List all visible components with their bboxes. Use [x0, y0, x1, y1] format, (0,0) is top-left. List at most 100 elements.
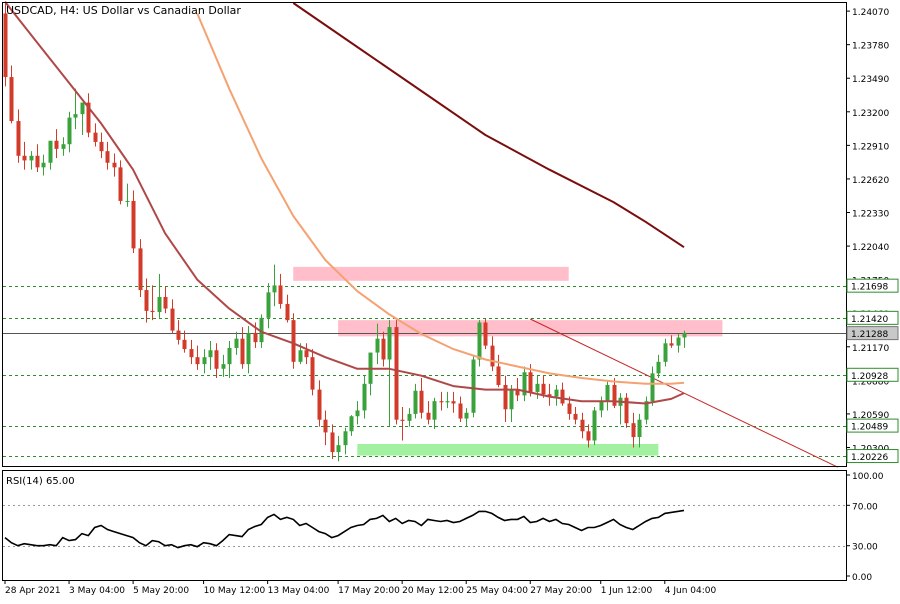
rsi-label: RSI(14) 65.00 — [6, 476, 75, 487]
candle-body — [451, 401, 456, 404]
candle — [29, 151, 34, 170]
candle — [22, 141, 27, 170]
candle — [80, 102, 85, 135]
zone-support[interactable] — [357, 444, 659, 456]
candle — [355, 401, 360, 425]
candle — [138, 239, 143, 298]
candle — [381, 331, 386, 367]
price-label-box: 1.20489 — [846, 418, 899, 433]
candle — [99, 132, 104, 159]
candle — [176, 320, 181, 345]
candle — [73, 88, 78, 130]
candle — [586, 424, 591, 448]
candle — [509, 384, 514, 423]
candle — [669, 335, 674, 348]
candle-body — [16, 121, 21, 156]
candle — [477, 320, 482, 367]
candle — [573, 406, 578, 425]
price-tick-label: 1.22620 — [852, 176, 889, 186]
ma-fast-line — [4, 1, 685, 405]
candle — [535, 375, 540, 399]
trendline-group[interactable] — [530, 318, 838, 468]
candle-body — [304, 350, 309, 358]
candle — [234, 331, 239, 355]
candle-body — [349, 416, 354, 432]
candle-body — [41, 162, 46, 168]
price-label-box: 1.21288 — [846, 326, 899, 341]
candle-body — [80, 102, 85, 115]
rsi-axis: 100.00 70.00 30.00 0.00 — [846, 472, 884, 583]
candle-body — [285, 303, 290, 321]
candle-body — [73, 114, 78, 118]
candle — [317, 380, 322, 427]
candle-body — [138, 248, 143, 291]
price-label-bg — [846, 278, 899, 293]
candle — [285, 294, 290, 323]
candle-body — [163, 297, 168, 309]
candle-body — [310, 357, 315, 390]
candle — [445, 391, 450, 409]
candle — [400, 406, 405, 441]
candle — [240, 327, 245, 369]
candle — [266, 283, 271, 329]
price-label-box: 1.21420 — [846, 310, 899, 325]
candle-body — [291, 320, 296, 362]
candle — [182, 330, 187, 353]
candle-body — [259, 317, 264, 343]
candle-body — [612, 384, 617, 406]
candle-body — [599, 401, 604, 411]
candle-body — [195, 357, 200, 365]
candle-body — [214, 350, 219, 369]
price-label-box: 1.20928 — [846, 367, 899, 382]
time-axis: 28 Apr 2021 3 May 04:00 5 May 20:00 10 May … — [4, 580, 717, 596]
trendline[interactable] — [530, 318, 838, 468]
candle-body — [157, 297, 162, 313]
candle-body — [560, 389, 565, 404]
candle-body — [483, 322, 488, 346]
candle-body — [496, 366, 501, 385]
time-tick-label: 27 May 20:00 — [530, 586, 592, 596]
zone-resistance-lower[interactable] — [338, 320, 723, 337]
candle — [503, 375, 508, 423]
price-tick-label: 1.22040 — [852, 243, 889, 253]
candle-body — [144, 290, 149, 311]
candle — [560, 382, 565, 406]
candle-body — [381, 338, 386, 360]
candle-body — [343, 431, 348, 446]
time-tick-label: 17 May 20:00 — [338, 586, 400, 596]
price-label-bg — [846, 418, 899, 433]
candle — [272, 264, 277, 307]
candle — [310, 349, 315, 396]
candle — [304, 343, 309, 365]
rsi-tick-label: 100.00 — [852, 472, 884, 482]
candle — [157, 273, 162, 318]
candle — [644, 396, 649, 425]
rsi-tick-label: 0.00 — [852, 573, 872, 583]
candle-body — [234, 338, 239, 348]
candle-body — [323, 419, 328, 433]
candle-body — [503, 384, 508, 410]
candle — [426, 401, 431, 425]
candle-body — [445, 401, 450, 403]
price-zones — [293, 266, 723, 456]
candle-body — [362, 383, 367, 411]
candle-body — [426, 412, 431, 420]
candle-body — [464, 412, 469, 419]
candle — [246, 325, 251, 374]
candle-body — [355, 410, 360, 417]
candle — [93, 123, 98, 147]
candle-body — [400, 419, 405, 421]
zone-resistance-upper[interactable] — [293, 266, 569, 281]
candle — [650, 366, 655, 406]
candle — [323, 410, 328, 446]
candle-body — [554, 389, 559, 397]
price-tick-label: 1.24070 — [852, 8, 889, 18]
candle — [9, 65, 14, 124]
ma-mid-line — [196, 13, 685, 385]
candle-body — [99, 141, 104, 152]
candle — [41, 154, 46, 176]
price-label-bg — [846, 367, 899, 382]
candle — [631, 412, 636, 448]
candle — [3, 3, 8, 87]
candles — [3, 3, 687, 462]
